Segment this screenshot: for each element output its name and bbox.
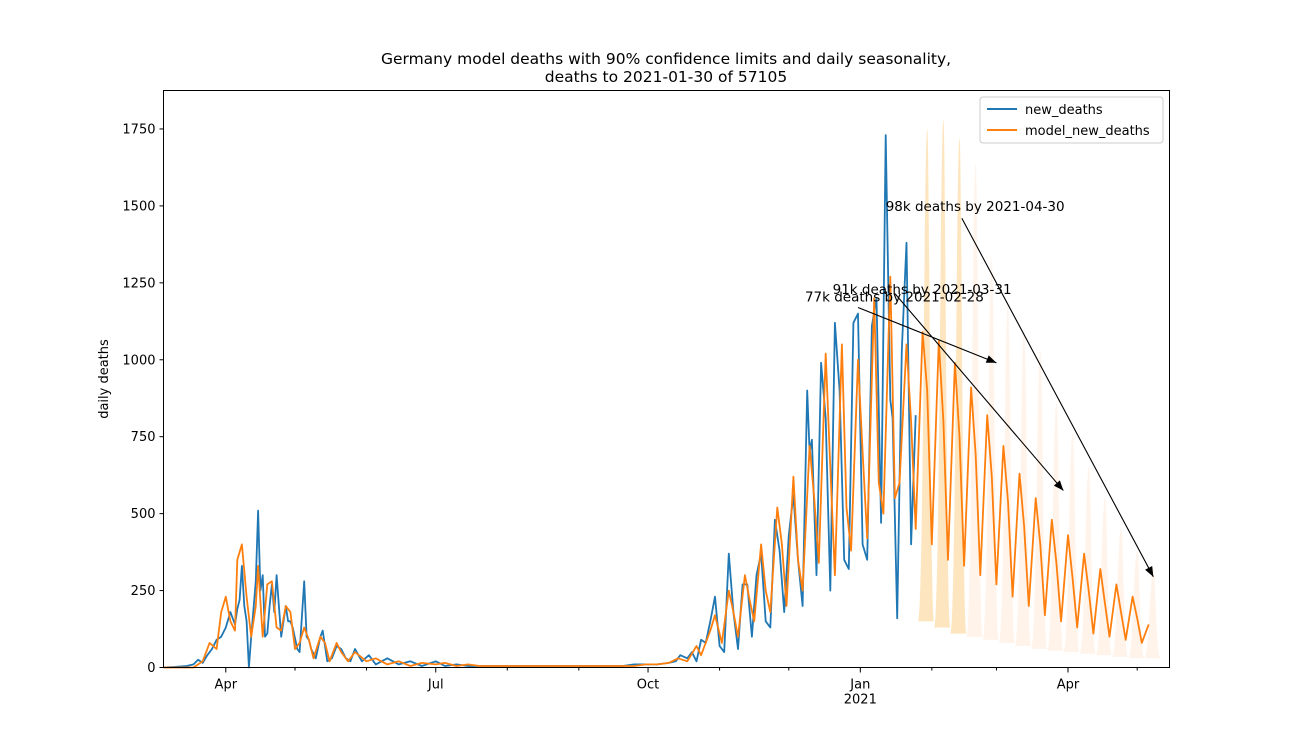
y-axis-label: daily deaths <box>97 339 112 419</box>
confidence-band-lobe <box>1079 467 1096 654</box>
x-tick-label: Jul <box>427 678 444 693</box>
confidence-band-lobe <box>1031 350 1048 650</box>
legend-box <box>979 96 1164 144</box>
x-tick-year-label: 2021 <box>844 693 877 708</box>
plot-frame <box>163 90 1170 668</box>
y-tick-label: 1000 <box>122 353 155 368</box>
y-tick-label: 1500 <box>122 199 155 214</box>
annotation-label: 91k deaths by 2021-03-31 <box>833 282 1012 298</box>
annotation-arrow-head <box>985 355 997 363</box>
y-tick-label: 0 <box>147 661 155 676</box>
legend: new_deaths model_new_deaths <box>979 96 1164 144</box>
annotation-arrow-head <box>1053 480 1064 491</box>
y-axis: 0 250 500 750 1000 1250 1500 1750 <box>122 122 164 676</box>
confidence-band-lobe <box>1063 433 1080 653</box>
y-tick-label: 1750 <box>122 122 155 137</box>
x-tick-label: Apr <box>1057 678 1080 693</box>
chart-title-line-1: Germany model deaths with 90% confidence… <box>381 50 951 68</box>
x-tick-label: Jan <box>849 678 870 693</box>
y-tick-label: 250 <box>131 584 156 599</box>
annotations: 98k deaths by 2021-04-30 91k deaths by 20… <box>805 199 1154 577</box>
y-tick-label: 500 <box>131 507 156 522</box>
x-tick-label: Apr <box>215 678 238 693</box>
confidence-band-lobe <box>1095 498 1112 656</box>
annotation-arrow-line <box>894 293 1064 491</box>
confidence-band-lobe <box>1144 569 1161 659</box>
x-tick-label: Oct <box>637 678 659 693</box>
annotation-label: 98k deaths by 2021-04-30 <box>886 199 1065 215</box>
annotation-label: 77k deaths by 2021-02-28 <box>805 290 984 306</box>
legend-label-model-new-deaths: model_new_deaths <box>1025 124 1150 139</box>
y-tick-label: 1250 <box>122 276 155 291</box>
annotation-arrow-head <box>1145 566 1154 577</box>
series-layer <box>163 134 1150 669</box>
annotation-arrow-line <box>961 217 1154 577</box>
annotation-arrow-line <box>857 306 997 364</box>
legend-label-new-deaths: new_deaths <box>1025 103 1103 118</box>
series-line-model-new-deaths <box>163 275 1150 669</box>
chart-title-line-2: deaths to 2021-01-30 of 57105 <box>545 68 787 86</box>
y-tick-label: 750 <box>131 430 156 445</box>
